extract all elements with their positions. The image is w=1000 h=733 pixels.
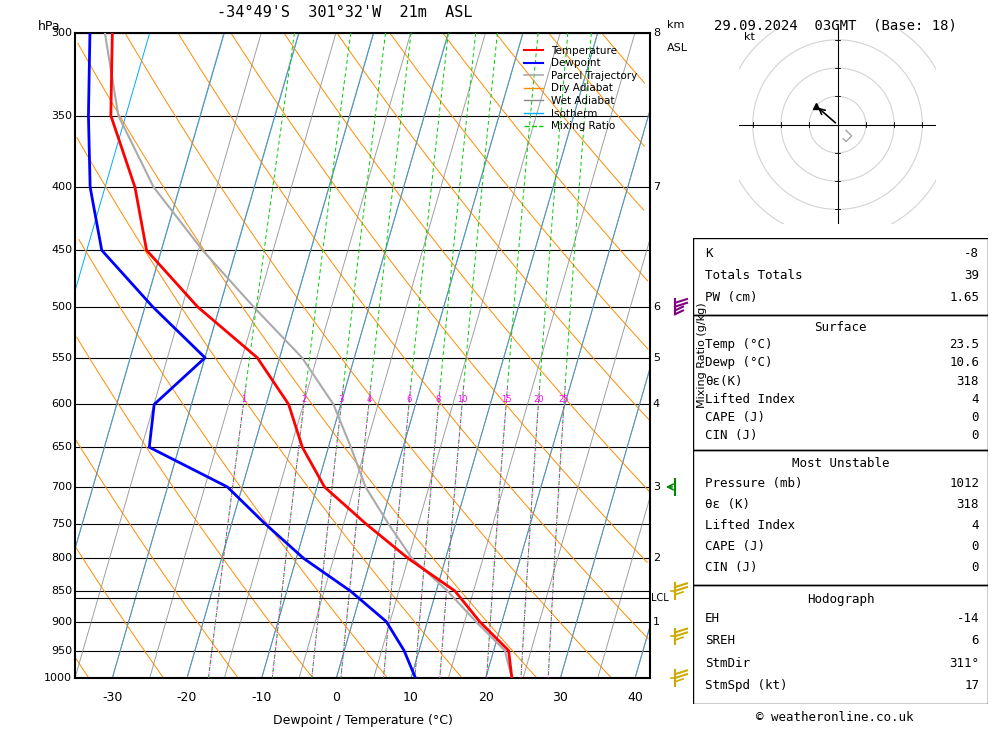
Text: 0: 0 bbox=[972, 561, 979, 574]
Text: LCL: LCL bbox=[651, 594, 669, 603]
Text: 318: 318 bbox=[957, 498, 979, 511]
Text: Lifted Index: Lifted Index bbox=[705, 519, 795, 532]
Text: kt: kt bbox=[744, 32, 755, 42]
Text: 10: 10 bbox=[457, 395, 467, 405]
Text: 450: 450 bbox=[51, 246, 72, 255]
Text: ASL: ASL bbox=[667, 43, 688, 53]
Text: 0: 0 bbox=[332, 691, 340, 704]
Text: 8: 8 bbox=[653, 28, 660, 38]
Text: 20: 20 bbox=[478, 691, 494, 704]
Text: 7: 7 bbox=[653, 182, 660, 192]
Text: θε(K): θε(K) bbox=[705, 375, 742, 388]
Text: 350: 350 bbox=[51, 111, 72, 120]
Text: CIN (J): CIN (J) bbox=[705, 430, 757, 442]
Text: StmSpd (kt): StmSpd (kt) bbox=[705, 679, 787, 693]
Text: -20: -20 bbox=[177, 691, 197, 704]
Text: 17: 17 bbox=[964, 679, 979, 693]
Text: CIN (J): CIN (J) bbox=[705, 561, 757, 574]
Text: 3: 3 bbox=[653, 482, 660, 492]
Text: 30: 30 bbox=[552, 691, 568, 704]
Text: 318: 318 bbox=[957, 375, 979, 388]
Text: 300: 300 bbox=[51, 28, 72, 38]
Text: Dewp (°C): Dewp (°C) bbox=[705, 356, 772, 369]
Text: 0: 0 bbox=[972, 540, 979, 553]
Text: 800: 800 bbox=[51, 553, 72, 564]
Text: 600: 600 bbox=[51, 399, 72, 409]
Text: © weatheronline.co.uk: © weatheronline.co.uk bbox=[756, 711, 914, 724]
Text: -34°49'S  301°32'W  21m  ASL: -34°49'S 301°32'W 21m ASL bbox=[217, 5, 473, 20]
Text: Totals Totals: Totals Totals bbox=[705, 269, 802, 282]
Text: 1000: 1000 bbox=[44, 673, 72, 683]
Text: 700: 700 bbox=[51, 482, 72, 492]
Text: 3: 3 bbox=[339, 395, 344, 405]
Text: 500: 500 bbox=[51, 302, 72, 312]
Text: 950: 950 bbox=[51, 646, 72, 655]
Text: CAPE (J): CAPE (J) bbox=[705, 540, 765, 553]
Text: hPa: hPa bbox=[38, 20, 60, 33]
Text: 0: 0 bbox=[972, 430, 979, 442]
Text: 10.6: 10.6 bbox=[949, 356, 979, 369]
Text: 23.5: 23.5 bbox=[949, 338, 979, 351]
Text: Most Unstable: Most Unstable bbox=[792, 457, 889, 470]
Text: 25: 25 bbox=[559, 395, 569, 405]
Text: 1012: 1012 bbox=[949, 477, 979, 490]
Text: 6: 6 bbox=[406, 395, 412, 405]
Text: 10: 10 bbox=[403, 691, 419, 704]
Text: 29.09.2024  03GMT  (Base: 18): 29.09.2024 03GMT (Base: 18) bbox=[714, 18, 956, 32]
Text: Lifted Index: Lifted Index bbox=[705, 393, 795, 406]
Text: 900: 900 bbox=[51, 616, 72, 627]
Text: 750: 750 bbox=[51, 519, 72, 529]
Text: Hodograph: Hodograph bbox=[807, 593, 874, 605]
Text: 39: 39 bbox=[964, 269, 979, 282]
Text: Dewpoint / Temperature (°C): Dewpoint / Temperature (°C) bbox=[273, 713, 452, 726]
Text: -14: -14 bbox=[957, 612, 979, 625]
Text: 5: 5 bbox=[653, 353, 660, 363]
Text: SREH: SREH bbox=[705, 634, 735, 647]
Text: 311°: 311° bbox=[949, 657, 979, 670]
Text: 0: 0 bbox=[972, 411, 979, 424]
Text: 6: 6 bbox=[972, 634, 979, 647]
Text: 550: 550 bbox=[51, 353, 72, 363]
Text: EH: EH bbox=[705, 612, 720, 625]
Text: 4: 4 bbox=[972, 393, 979, 406]
Text: StmDir: StmDir bbox=[705, 657, 750, 670]
Text: 40: 40 bbox=[627, 691, 643, 704]
Text: 2: 2 bbox=[301, 395, 307, 405]
Text: 1: 1 bbox=[653, 616, 660, 627]
Text: km: km bbox=[667, 20, 685, 30]
Text: 15: 15 bbox=[501, 395, 511, 405]
Text: PW (cm): PW (cm) bbox=[705, 291, 757, 304]
Text: 1: 1 bbox=[241, 395, 246, 405]
Text: 8: 8 bbox=[436, 395, 441, 405]
Text: 4: 4 bbox=[972, 519, 979, 532]
Text: 4: 4 bbox=[366, 395, 371, 405]
Text: 6: 6 bbox=[653, 302, 660, 312]
Text: θε (K): θε (K) bbox=[705, 498, 750, 511]
Legend: Temperature, Dewpoint, Parcel Trajectory, Dry Adiabat, Wet Adiabat, Isotherm, Mi: Temperature, Dewpoint, Parcel Trajectory… bbox=[520, 42, 642, 136]
Text: CAPE (J): CAPE (J) bbox=[705, 411, 765, 424]
Text: 1.65: 1.65 bbox=[949, 291, 979, 304]
Text: 20: 20 bbox=[533, 395, 544, 405]
Text: 2: 2 bbox=[653, 553, 660, 564]
Text: 650: 650 bbox=[51, 442, 72, 452]
Text: K: K bbox=[705, 247, 712, 260]
Text: -10: -10 bbox=[252, 691, 272, 704]
Text: -8: -8 bbox=[964, 247, 979, 260]
Text: Temp (°C): Temp (°C) bbox=[705, 338, 772, 351]
Text: 400: 400 bbox=[51, 182, 72, 192]
Text: 850: 850 bbox=[51, 586, 72, 596]
Text: -30: -30 bbox=[102, 691, 123, 704]
Text: Surface: Surface bbox=[814, 320, 867, 334]
Text: 4: 4 bbox=[653, 399, 660, 409]
Text: Mixing Ratio (g/kg): Mixing Ratio (g/kg) bbox=[697, 303, 707, 408]
Text: Pressure (mb): Pressure (mb) bbox=[705, 477, 802, 490]
